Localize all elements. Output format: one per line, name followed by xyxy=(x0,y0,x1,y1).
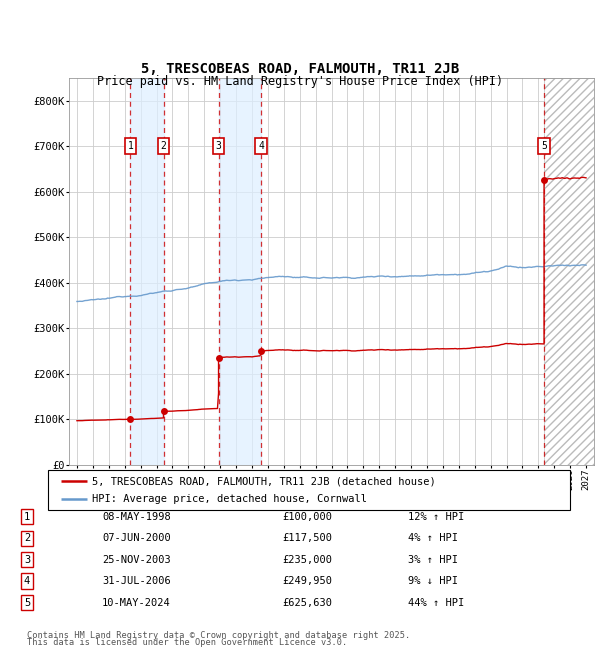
Text: 4% ↑ HPI: 4% ↑ HPI xyxy=(408,533,458,543)
Text: 5, TRESCOBEAS ROAD, FALMOUTH, TR11 2JB: 5, TRESCOBEAS ROAD, FALMOUTH, TR11 2JB xyxy=(141,62,459,76)
Text: 5, TRESCOBEAS ROAD, FALMOUTH, TR11 2JB (detached house): 5, TRESCOBEAS ROAD, FALMOUTH, TR11 2JB (… xyxy=(92,476,436,486)
Bar xyxy=(544,78,594,465)
Text: £235,000: £235,000 xyxy=(282,554,332,565)
Text: Contains HM Land Registry data © Crown copyright and database right 2025.: Contains HM Land Registry data © Crown c… xyxy=(27,630,410,640)
Text: £625,630: £625,630 xyxy=(282,597,332,608)
Bar xyxy=(130,78,164,465)
Text: 1: 1 xyxy=(127,141,133,151)
Text: 5: 5 xyxy=(541,141,547,151)
Text: £249,950: £249,950 xyxy=(282,576,332,586)
Text: £100,000: £100,000 xyxy=(282,512,332,522)
Text: 12% ↑ HPI: 12% ↑ HPI xyxy=(408,512,464,522)
Text: 9% ↓ HPI: 9% ↓ HPI xyxy=(408,576,458,586)
Text: 2: 2 xyxy=(161,141,166,151)
Text: 5: 5 xyxy=(24,597,30,608)
Text: 07-JUN-2000: 07-JUN-2000 xyxy=(102,533,171,543)
Text: 4: 4 xyxy=(24,576,30,586)
Text: This data is licensed under the Open Government Licence v3.0.: This data is licensed under the Open Gov… xyxy=(27,638,347,647)
Text: £117,500: £117,500 xyxy=(282,533,332,543)
Text: HPI: Average price, detached house, Cornwall: HPI: Average price, detached house, Corn… xyxy=(92,494,367,504)
Text: 4: 4 xyxy=(258,141,264,151)
Text: 25-NOV-2003: 25-NOV-2003 xyxy=(102,554,171,565)
Text: 44% ↑ HPI: 44% ↑ HPI xyxy=(408,597,464,608)
FancyBboxPatch shape xyxy=(48,470,570,510)
Text: 3: 3 xyxy=(215,141,221,151)
Text: 2: 2 xyxy=(24,533,30,543)
Text: 3% ↑ HPI: 3% ↑ HPI xyxy=(408,554,458,565)
Text: 31-JUL-2006: 31-JUL-2006 xyxy=(102,576,171,586)
Text: 1: 1 xyxy=(24,512,30,522)
Text: Price paid vs. HM Land Registry's House Price Index (HPI): Price paid vs. HM Land Registry's House … xyxy=(97,75,503,88)
Text: 3: 3 xyxy=(24,554,30,565)
Text: 08-MAY-1998: 08-MAY-1998 xyxy=(102,512,171,522)
Bar xyxy=(218,78,261,465)
Text: 10-MAY-2024: 10-MAY-2024 xyxy=(102,597,171,608)
